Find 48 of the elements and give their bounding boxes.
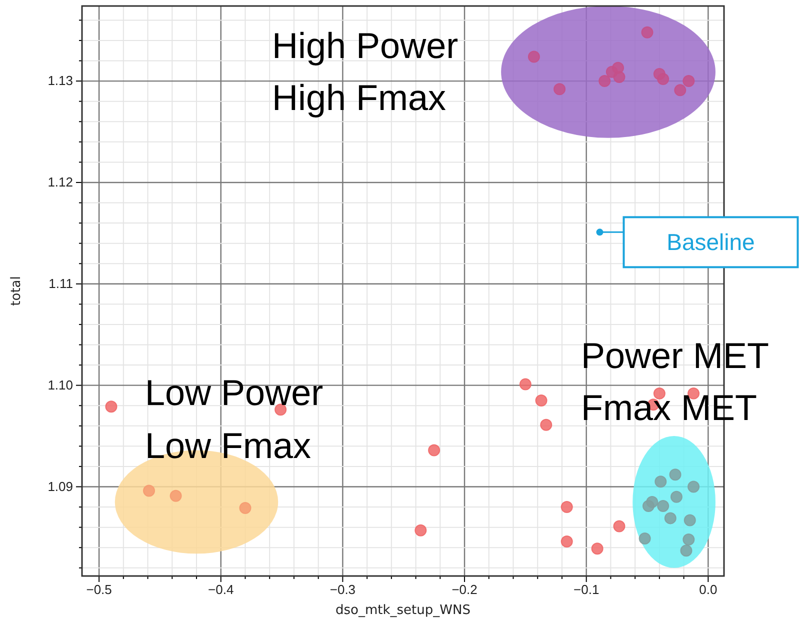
x-tick-label: −0.3	[330, 582, 356, 598]
point	[414, 524, 427, 536]
point	[670, 490, 682, 503]
x-tick-label: −0.1	[574, 582, 600, 598]
point	[428, 444, 440, 456]
point	[684, 514, 696, 526]
point	[613, 71, 626, 83]
y-tick-label: 1.11	[48, 276, 73, 292]
x-axis-title: dso_mtk_setup_WNS	[336, 603, 470, 618]
point	[680, 544, 692, 557]
point	[657, 73, 670, 86]
annotation: Baseline	[666, 229, 755, 256]
point	[642, 500, 654, 512]
point	[540, 418, 552, 431]
y-tick-label: 1.09	[48, 478, 73, 494]
point	[105, 400, 118, 413]
point	[669, 468, 682, 481]
y-tick-label: 1.10	[48, 377, 73, 392]
x-tick-label: −0.4	[208, 582, 234, 598]
point	[674, 84, 686, 96]
annotation: Low Power Low Fmax	[145, 372, 324, 466]
point	[641, 26, 654, 38]
point	[613, 520, 626, 532]
point	[598, 75, 611, 88]
point	[560, 501, 573, 514]
point	[143, 484, 155, 497]
y-tick-label: 1.13	[48, 73, 73, 88]
point	[535, 394, 548, 407]
point	[688, 480, 700, 493]
point	[170, 490, 182, 502]
annotation: High Power High Fmax	[272, 25, 458, 118]
point	[591, 542, 604, 555]
point	[638, 532, 651, 544]
x-tick-label: −0.2	[452, 582, 478, 598]
point	[528, 50, 540, 63]
point	[682, 534, 695, 546]
point	[239, 502, 252, 514]
point	[682, 75, 695, 88]
x-tick-label: 0.0	[699, 582, 718, 598]
point	[657, 500, 670, 512]
point	[560, 536, 573, 548]
point	[554, 83, 566, 96]
point	[664, 512, 676, 524]
y-axis-title: total	[9, 276, 24, 306]
x-tick-label: −0.5	[86, 582, 112, 598]
point	[519, 378, 532, 390]
point	[654, 476, 667, 488]
y-tick-label: 1.12	[48, 174, 73, 190]
